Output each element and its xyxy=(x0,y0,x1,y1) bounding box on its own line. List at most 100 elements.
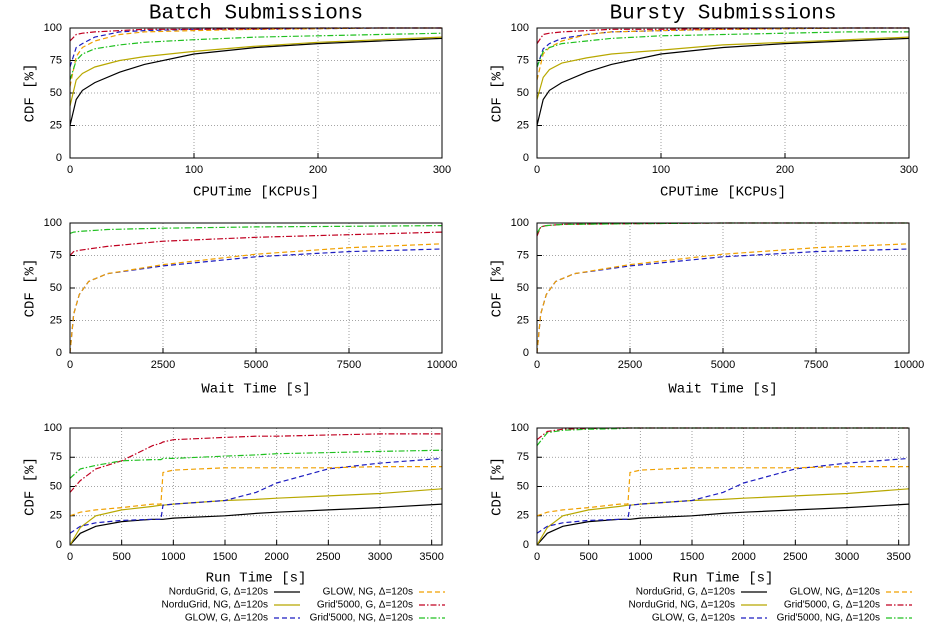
x-tick-label: 10000 xyxy=(894,359,925,371)
y-tick-label: 0 xyxy=(56,539,62,551)
y-axis-label: CDF [%] xyxy=(490,64,506,123)
x-tick-label: 2000 xyxy=(731,551,755,563)
legend-label: NorduGrid, G, Δ=120s xyxy=(636,587,735,598)
x-tick-label: 1000 xyxy=(161,551,185,563)
y-tick-label: 75 xyxy=(50,249,62,261)
y-tick-label: 50 xyxy=(517,87,529,99)
legend-label: NorduGrid, G, Δ=120s xyxy=(169,587,268,598)
x-tick-label: 0 xyxy=(534,164,540,176)
cdf-line xyxy=(536,427,909,446)
y-tick-label: 100 xyxy=(44,22,62,34)
y-tick-label: 25 xyxy=(517,119,529,131)
cdf-line xyxy=(69,449,443,479)
y-tick-label: 25 xyxy=(517,510,529,522)
y-tick-label: 50 xyxy=(50,282,62,294)
x-tick-label: 100 xyxy=(185,164,203,176)
cdf-line xyxy=(536,243,910,354)
legend-label: GLOW, G, Δ=120s xyxy=(652,613,735,624)
x-tick-label: 7500 xyxy=(337,359,361,371)
y-tick-label: 100 xyxy=(44,422,62,434)
x-tick-label: 2500 xyxy=(618,359,642,371)
plot-frame xyxy=(536,222,910,354)
x-tick-label: 500 xyxy=(579,551,597,563)
cdf-line xyxy=(536,27,909,81)
x-tick-label: 2500 xyxy=(151,359,175,371)
cdf-line xyxy=(536,488,910,546)
y-tick-label: 0 xyxy=(523,152,529,164)
x-tick-label: 0 xyxy=(67,551,73,563)
x-tick-label: 5000 xyxy=(711,359,735,371)
x-axis-label: CPUTime [KCPUs] xyxy=(660,185,786,201)
y-tick-label: 100 xyxy=(511,22,529,34)
cdf-line xyxy=(69,231,443,256)
cdf-line xyxy=(69,36,443,107)
plot-frame xyxy=(69,427,443,546)
x-tick-label: 200 xyxy=(776,164,794,176)
cdf-line xyxy=(69,488,443,546)
y-axis-label: CDF [%] xyxy=(23,457,39,516)
y-tick-label: 25 xyxy=(50,510,62,522)
x-tick-label: 3000 xyxy=(835,551,859,563)
x-axis-label: Run Time [s] xyxy=(673,571,774,587)
plot-frame xyxy=(69,27,443,159)
plot-frame xyxy=(536,27,910,159)
y-tick-label: 100 xyxy=(511,422,529,434)
y-axis-label: CDF [%] xyxy=(490,457,506,516)
x-tick-label: 500 xyxy=(112,551,130,563)
cdf-line xyxy=(536,31,909,68)
x-tick-label: 5000 xyxy=(244,359,268,371)
cdf-line xyxy=(536,427,909,441)
y-tick-label: 50 xyxy=(50,87,62,99)
y-axis-label: CDF [%] xyxy=(23,259,39,318)
x-tick-label: 3500 xyxy=(419,551,443,563)
y-tick-label: 50 xyxy=(517,282,529,294)
x-tick-label: 1000 xyxy=(628,551,652,563)
y-tick-label: 75 xyxy=(517,249,529,261)
x-tick-label: 2500 xyxy=(783,551,807,563)
plot-frame xyxy=(69,222,443,354)
legend-label: Grid'5000, NG, Δ=120s xyxy=(777,613,880,624)
legend-label: GLOW, G, Δ=120s xyxy=(185,613,268,624)
y-tick-label: 50 xyxy=(517,480,529,492)
cdf-line xyxy=(69,37,443,126)
x-axis-label: Run Time [s] xyxy=(206,571,307,587)
x-axis-label: CPUTime [KCPUs] xyxy=(193,185,319,201)
x-tick-label: 10000 xyxy=(427,359,458,371)
cdf-line xyxy=(536,503,910,546)
x-tick-label: 7500 xyxy=(804,359,828,371)
x-tick-label: 0 xyxy=(534,359,540,371)
cdf-line xyxy=(69,466,442,517)
cdf-line xyxy=(69,27,442,42)
x-axis-label: Wait Time [s] xyxy=(668,382,777,398)
x-tick-label: 1500 xyxy=(213,551,237,563)
y-tick-label: 75 xyxy=(50,451,62,463)
y-tick-label: 100 xyxy=(511,217,529,229)
y-tick-label: 0 xyxy=(56,347,62,359)
x-tick-label: 3500 xyxy=(886,551,910,563)
y-axis-label: CDF [%] xyxy=(23,64,39,123)
y-tick-label: 50 xyxy=(50,480,62,492)
x-tick-label: 300 xyxy=(900,164,918,176)
legend-label: NorduGrid, NG, Δ=120s xyxy=(629,600,735,611)
cdf-line xyxy=(536,36,910,100)
y-tick-label: 0 xyxy=(523,539,529,551)
cdf-line xyxy=(69,433,442,493)
x-tick-label: 1500 xyxy=(680,551,704,563)
x-tick-label: 300 xyxy=(433,164,451,176)
y-tick-label: 0 xyxy=(56,152,62,164)
x-axis-label: Wait Time [s] xyxy=(201,382,310,398)
cdf-line xyxy=(69,225,443,234)
cdf-line xyxy=(536,222,909,234)
x-tick-label: 2500 xyxy=(316,551,340,563)
y-tick-label: 25 xyxy=(50,119,62,131)
y-tick-label: 25 xyxy=(50,314,62,326)
x-tick-label: 0 xyxy=(67,359,73,371)
legend-label: Grid'5000, NG, Δ=120s xyxy=(310,613,413,624)
x-tick-label: 0 xyxy=(534,551,540,563)
y-axis-label: CDF [%] xyxy=(490,259,506,318)
x-tick-label: 3000 xyxy=(368,551,392,563)
cdf-line xyxy=(536,37,910,126)
legend-label: GLOW, NG, Δ=120s xyxy=(790,587,880,598)
y-tick-label: 75 xyxy=(517,54,529,66)
